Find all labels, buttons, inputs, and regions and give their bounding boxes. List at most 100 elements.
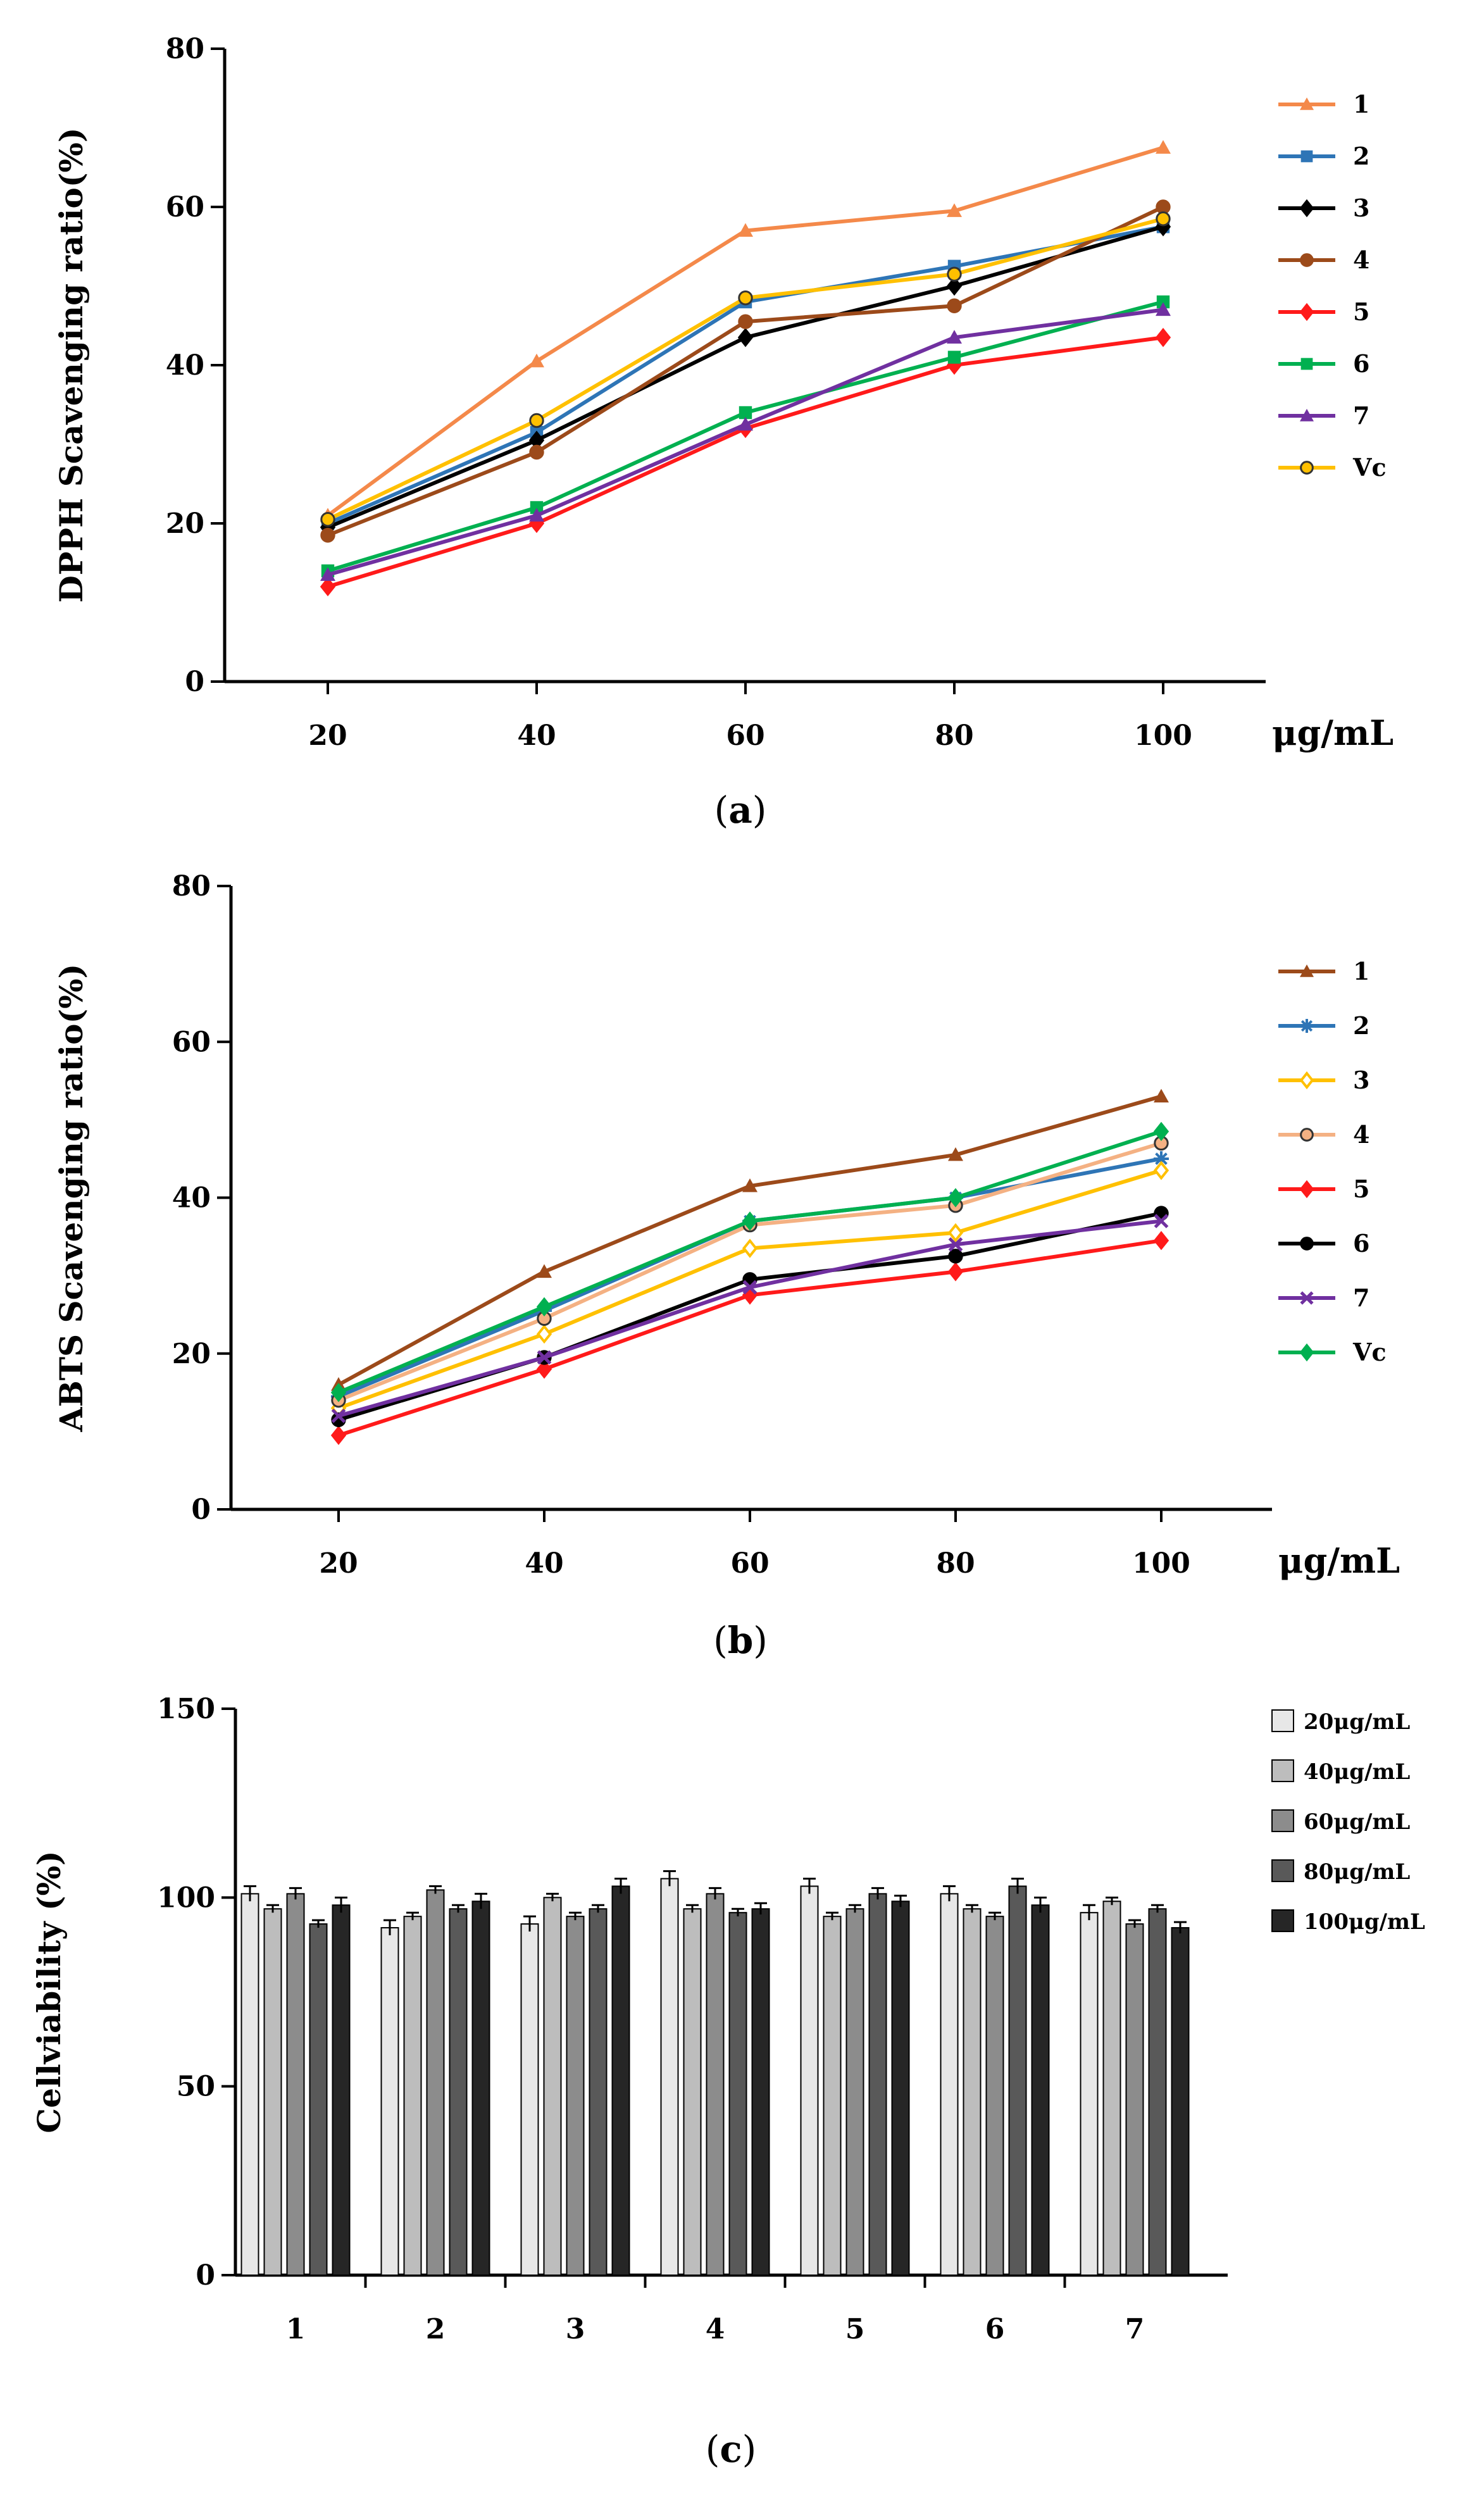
data-point-Vc: [330, 1383, 347, 1402]
error-bar: [569, 1911, 582, 1921]
y-tick-label: 80: [172, 870, 211, 902]
data-point-6: [947, 351, 961, 364]
bar-60μg/mL-group-6: [985, 1916, 1004, 2276]
error-bar: [1011, 1878, 1024, 1894]
legend-label-6: 6: [1353, 1229, 1369, 1258]
series-line-2: [327, 225, 1164, 525]
error-bar: [592, 1904, 604, 1913]
error-bar: [475, 1892, 487, 1909]
data-point-1: [948, 1147, 963, 1161]
error-bar: [943, 1885, 956, 1902]
series-line-3: [327, 225, 1164, 530]
error-bar: [289, 1887, 302, 1900]
error-bar: [266, 1904, 279, 1913]
bar-100μg/mL-group-7: [1171, 1927, 1190, 2276]
y-tick-label: 100: [157, 1882, 215, 1914]
x-tick-label: 1: [286, 2313, 306, 2345]
series-line-4: [327, 205, 1164, 537]
legend-label-4: 4: [1353, 246, 1369, 274]
data-point-5: [536, 1359, 552, 1379]
data-point-5: [1155, 328, 1171, 347]
bar-40μg/mL-group-3: [543, 1897, 562, 2276]
y-axis-label: ABTS Scavenging ratio(%): [53, 964, 90, 1433]
series-Vc: [320, 211, 1171, 527]
data-point-5: [330, 1425, 347, 1445]
legend-label-1: 1: [1353, 957, 1369, 985]
data-point-5: [947, 1262, 964, 1282]
series-line-Vc: [337, 1129, 1162, 1395]
data-point-6: [530, 501, 544, 515]
legend-label-3: 3: [1353, 194, 1369, 222]
data-point-Vc: [1156, 211, 1171, 227]
data-point-1: [529, 353, 544, 368]
data-point-7: [1156, 302, 1171, 316]
legend-marker-5: [1299, 1180, 1314, 1199]
error-bar: [1083, 1904, 1095, 1921]
error-bar: [244, 1885, 256, 1902]
x-tick-label: 60: [726, 720, 764, 752]
error-bar: [871, 1887, 884, 1900]
series-7: [320, 302, 1171, 581]
bar-20μg/mL-group-4: [660, 1878, 679, 2276]
legend-marker-4: [1300, 253, 1314, 267]
bar-80μg/mL-group-6: [1008, 1885, 1027, 2276]
bar-40μg/mL-group-5: [823, 1916, 842, 2276]
y-tick-label: 150: [157, 1693, 215, 1725]
error-bar: [849, 1904, 861, 1913]
error-bar: [452, 1904, 465, 1913]
legend: 1 2 3 4 5 6 7 Vc: [1278, 957, 1387, 1366]
data-point-5: [1153, 1231, 1169, 1251]
error-bar: [966, 1904, 978, 1913]
x-tick-label: 5: [845, 2313, 865, 2345]
data-point-1: [738, 223, 753, 237]
legend-label-4: 4: [1353, 1120, 1369, 1149]
panel-b-abts-chart: 0 20 40 60 80 20 40 60 80 100 μg/mL ABTS Scavenging…: [53, 870, 1400, 1662]
data-point-Vc: [529, 413, 544, 428]
legend-marker-3: [1299, 199, 1314, 218]
legend-label-1: 1: [1353, 90, 1369, 118]
legend-label-5: 5: [1353, 1175, 1369, 1203]
data-point-3: [742, 1239, 758, 1258]
legend-marker-3: [1299, 1071, 1314, 1090]
data-point-3: [737, 328, 754, 347]
x-tick-label: 100: [1134, 720, 1192, 752]
legend-label-40μg/mL: 40μg/mL: [1304, 1759, 1410, 1785]
bar-20μg/mL-group-5: [800, 1885, 819, 2276]
bar-100μg/mL-group-1: [332, 1904, 351, 2276]
data-point-Vc: [320, 512, 335, 527]
data-point-7: [529, 508, 544, 522]
legend-label-6: 6: [1353, 349, 1369, 378]
series-7: [331, 1214, 1169, 1423]
y-tick-label: 20: [172, 1338, 211, 1370]
error-bar: [1174, 1921, 1187, 1934]
error-bar: [988, 1911, 1001, 1921]
error-bar: [546, 1892, 559, 1902]
y-tick-label: 0: [191, 1494, 211, 1526]
y-tick-label: 80: [166, 33, 204, 65]
y-tick-label: 40: [166, 349, 204, 382]
bar-100μg/mL-group-3: [611, 1885, 630, 2276]
bar-80μg/mL-group-5: [868, 1893, 887, 2276]
data-point-3: [947, 1223, 964, 1243]
legend-marker-6: [1300, 358, 1313, 370]
bar-100μg/mL-group-2: [471, 1900, 490, 2276]
error-bar: [709, 1887, 721, 1900]
legend-swatch-60μg/mL: [1271, 1809, 1294, 1832]
error-bar: [732, 1907, 744, 1917]
data-point-6: [739, 406, 752, 420]
error-bar: [803, 1878, 816, 1894]
legend-label-2: 2: [1353, 142, 1369, 170]
bar-40μg/mL-group-7: [1102, 1900, 1121, 2276]
data-point-Vc: [1153, 1121, 1169, 1142]
bar-100μg/mL-group-5: [891, 1900, 910, 2276]
legend-label-3: 3: [1353, 1066, 1369, 1094]
bar-100μg/mL-group-6: [1031, 1904, 1050, 2276]
data-point-Vc: [536, 1297, 552, 1317]
y-tick-label: 0: [185, 666, 204, 698]
legend-marker-7: [1300, 1291, 1314, 1305]
bar-40μg/mL-group-6: [963, 1908, 982, 2276]
bar-20μg/mL-group-2: [380, 1927, 399, 2276]
x-tick-label: 100: [1132, 1547, 1190, 1580]
legend-label-100μg/mL: 100μg/mL: [1304, 1909, 1425, 1935]
y-tick-label: 20: [166, 508, 204, 540]
